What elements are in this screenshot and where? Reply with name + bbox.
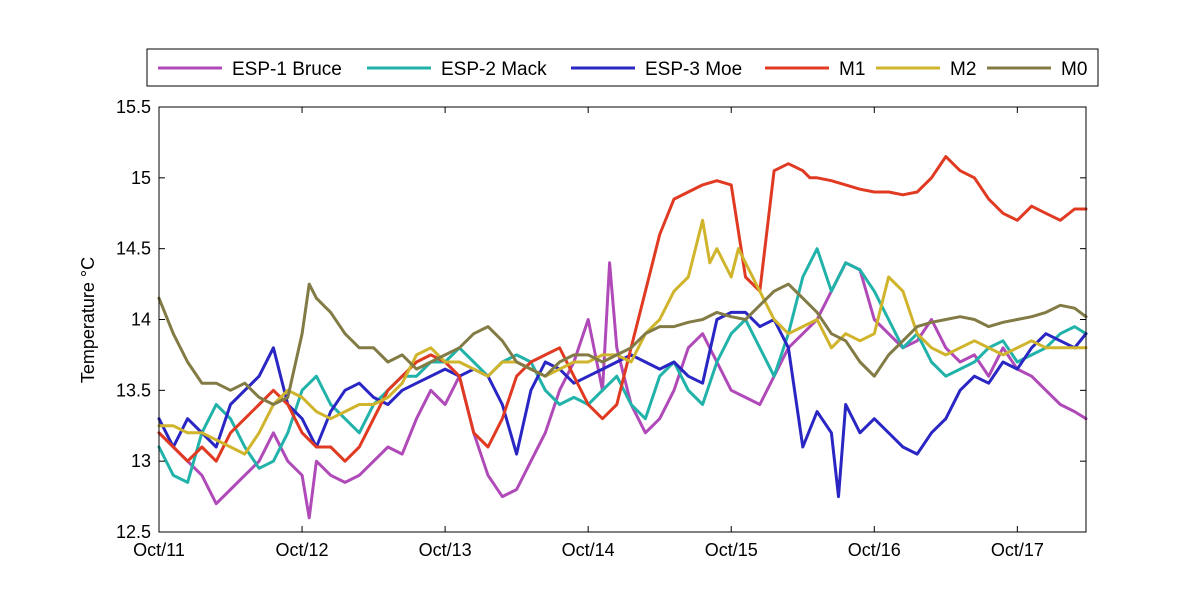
y-tick-label: 14 <box>131 310 151 330</box>
legend-label: M0 <box>1061 59 1087 80</box>
legend-label: M1 <box>839 59 865 80</box>
x-tick-label: Oct/17 <box>991 540 1044 560</box>
series-line-esp-2-mack <box>157 247 1088 484</box>
y-tick-label: 12.5 <box>116 522 151 542</box>
x-tick-label: Oct/13 <box>419 540 472 560</box>
x-tick-label: Oct/15 <box>705 540 758 560</box>
y-tick-label: 15 <box>131 168 151 188</box>
legend-label: M2 <box>950 59 976 80</box>
x-tick-label: Oct/14 <box>562 540 615 560</box>
series-line-m0 <box>157 282 1088 406</box>
legend-label: ESP-2 Mack <box>441 59 547 80</box>
y-tick-label: 14.5 <box>116 239 151 259</box>
legend-label: ESP-1 Bruce <box>232 59 342 80</box>
y-tick-label: 13 <box>131 451 151 471</box>
series-line-m2 <box>157 218 1088 456</box>
x-tick-label: Oct/12 <box>276 540 329 560</box>
series-layer <box>157 155 1088 520</box>
y-axis-title: Temperature °C <box>78 257 98 383</box>
x-tick-label: Oct/11 <box>133 540 185 560</box>
legend-label: ESP-3 Moe <box>645 59 742 80</box>
x-tick-label: Oct/16 <box>848 540 901 560</box>
y-tick-label: 15.5 <box>116 97 151 117</box>
legend: ESP-1 Bruce ESP-2 Mack ESP-3 Moe M1 M2 M0 <box>146 48 1099 87</box>
y-tick-label: 13.5 <box>116 380 151 400</box>
